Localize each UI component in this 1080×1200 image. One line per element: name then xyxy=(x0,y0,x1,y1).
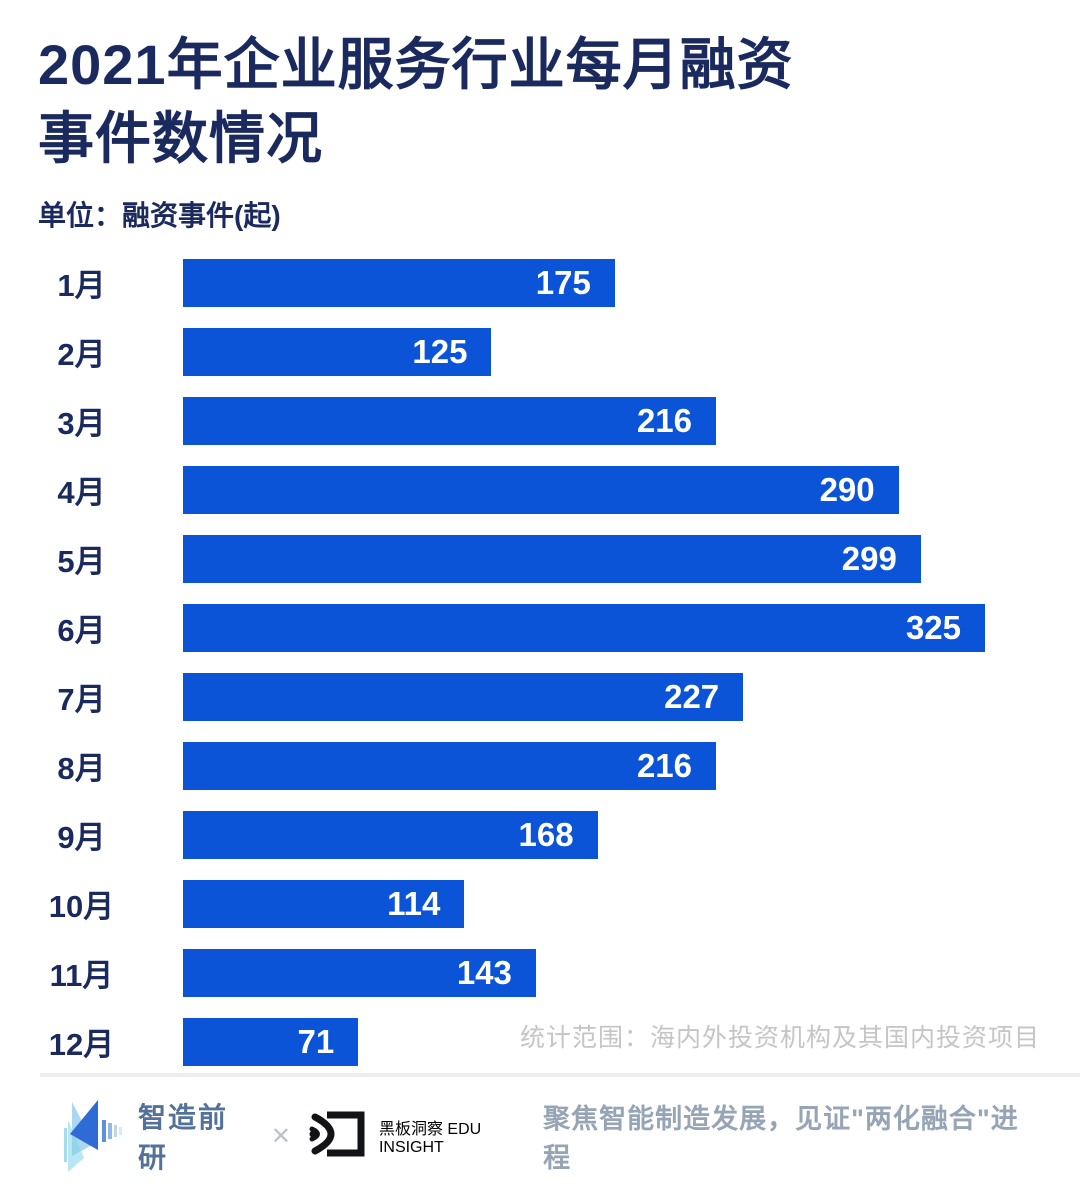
value-label: 114 xyxy=(387,884,441,922)
bar-rows: 1月 175 2月 125 3月 216 4月 290 5月 299 6月 325 7月 227 8月 216… xyxy=(0,248,1080,1076)
bar: 325 xyxy=(183,603,985,652)
bar-row: 8月 216 xyxy=(0,731,1080,800)
unit-label: 单位：融资事件(起) xyxy=(38,200,281,231)
bar-track: 125 xyxy=(183,327,1080,376)
bar-row: 5月 299 xyxy=(0,524,1080,593)
bar: 216 xyxy=(183,396,717,445)
category-label: 4月 xyxy=(57,475,106,510)
bar-row: 2月 125 xyxy=(0,317,1080,386)
bar-row: 12月 71 xyxy=(0,1007,1080,1076)
bar: 168 xyxy=(183,810,598,859)
bar-track: 325 xyxy=(183,603,1080,652)
value-label: 227 xyxy=(664,677,720,715)
bar-row: 6月 325 xyxy=(0,593,1080,662)
bar-row: 1月 175 xyxy=(0,248,1080,317)
bar: 175 xyxy=(183,258,615,307)
bar: 216 xyxy=(183,741,717,790)
scope-footnote: 统计范围：海内外投资机构及其国内投资项目 xyxy=(519,1024,1040,1052)
bar-track: 299 xyxy=(183,534,1080,583)
category-label: 3月 xyxy=(57,406,106,441)
bar: 299 xyxy=(183,534,921,583)
bar-track: 216 xyxy=(183,396,1080,445)
bar-row: 3月 216 xyxy=(0,386,1080,455)
category-label: 9月 xyxy=(57,820,106,855)
bar: 227 xyxy=(183,672,744,721)
bar-track: 175 xyxy=(183,258,1080,307)
value-label: 168 xyxy=(518,815,574,853)
bar-row: 4月 290 xyxy=(0,455,1080,524)
bar-row: 7月 227 xyxy=(0,662,1080,731)
brand-left: 智造前研 ✕ 黑板洞察 EDU INSIGHT xyxy=(58,1094,543,1179)
bar-track: 227 xyxy=(183,672,1080,721)
footer-slogan: 聚焦智能制造发展，见证"两化融合"进程 xyxy=(543,1104,1019,1173)
value-label: 175 xyxy=(535,263,591,301)
brand-right-name: 黑板洞察 xyxy=(378,1121,443,1138)
value-label: 290 xyxy=(819,470,875,508)
value-label: 143 xyxy=(456,953,512,991)
bar-track: 114 xyxy=(183,879,1080,928)
category-label: 1月 xyxy=(57,268,106,303)
value-label: 216 xyxy=(636,746,693,784)
brand-right: 黑板洞察 EDU INSIGHT xyxy=(379,1115,543,1157)
brand-right-sub: EDU INSIGHT xyxy=(378,1121,482,1156)
bar-track: 290 xyxy=(183,465,1080,514)
bar-row: 9月 168 xyxy=(0,800,1080,869)
bar-row: 10月 114 xyxy=(0,869,1080,938)
category-label: 8月 xyxy=(57,751,106,786)
value-label: 299 xyxy=(841,539,897,577)
bar-track: 168 xyxy=(183,810,1080,859)
chart-title-line2: 事件数情况 xyxy=(38,106,323,170)
bar-track: 143 xyxy=(183,948,1080,997)
eye-bracket-logo-icon xyxy=(309,1107,365,1166)
bar: 125 xyxy=(183,327,492,376)
bar: 143 xyxy=(183,948,536,997)
bar-chart: 1月 175 2月 125 3月 216 4月 290 5月 299 6月 325 7月 227 8月 216… xyxy=(0,248,1080,1076)
value-label: 71 xyxy=(297,1022,335,1060)
bar: 71 xyxy=(183,1017,359,1066)
bar-track: 71 xyxy=(183,1017,1080,1066)
category-label: 12月 xyxy=(48,1027,115,1062)
category-label: 11月 xyxy=(49,958,114,993)
value-label: 325 xyxy=(905,608,961,646)
footer-divider xyxy=(40,1073,1080,1077)
category-label: 7月 xyxy=(57,682,106,717)
category-label: 5月 xyxy=(57,544,106,579)
chart-title-line1: 2021年企业服务行业每月融资 xyxy=(38,33,794,96)
value-label: 125 xyxy=(412,332,468,370)
bar-row: 11月 143 xyxy=(0,938,1080,1007)
layered-triangles-logo-icon xyxy=(58,1094,124,1179)
cross-collab-icon: ✕ xyxy=(270,1122,291,1150)
value-label: 216 xyxy=(636,401,693,439)
chart-title: 2021年企业服务行业每月融资 事件数情况 xyxy=(38,28,998,176)
footer: 智造前研 ✕ 黑板洞察 EDU INSIGHT 聚焦智能制造发展，见证"两化融合… xyxy=(58,1090,1034,1182)
bar: 114 xyxy=(183,879,465,928)
bar: 290 xyxy=(183,465,899,514)
bar-track: 216 xyxy=(183,741,1080,790)
category-label: 6月 xyxy=(57,613,106,648)
category-label: 2月 xyxy=(57,337,106,372)
brand-left-name: 智造前研 xyxy=(138,1102,229,1173)
category-label: 10月 xyxy=(48,889,115,924)
